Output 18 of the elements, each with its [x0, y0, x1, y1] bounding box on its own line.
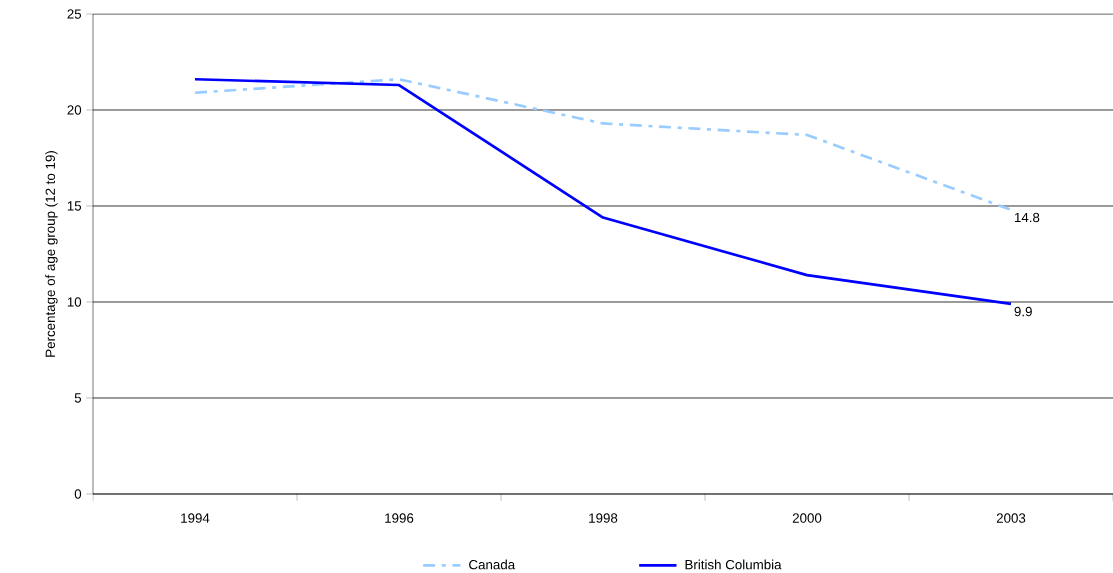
x-tick-label: 2000: [792, 513, 822, 523]
y-tick-label: 15: [67, 201, 82, 211]
data-label: 9.9: [1014, 306, 1032, 317]
legend-label: Canada: [469, 559, 516, 570]
x-tick-label: 1998: [589, 513, 618, 523]
line-series: [193, 77, 1013, 212]
y-tick-label: 5: [74, 393, 82, 403]
y-tick-label: 25: [67, 9, 82, 19]
y-axis-title: Percentage of age group (12 to 19): [45, 151, 58, 357]
y-tick-label: 10: [67, 297, 82, 307]
line-series: [193, 77, 1013, 306]
legend-label: British Columbia: [685, 559, 782, 570]
y-tick-label: 0: [74, 489, 82, 499]
x-tick-label: 1994: [181, 513, 210, 523]
x-tick-label: 2003: [996, 513, 1026, 523]
x-tick-label: 1996: [385, 513, 414, 523]
y-tick-label: 20: [67, 105, 82, 115]
data-label: 14.8: [1014, 212, 1040, 223]
